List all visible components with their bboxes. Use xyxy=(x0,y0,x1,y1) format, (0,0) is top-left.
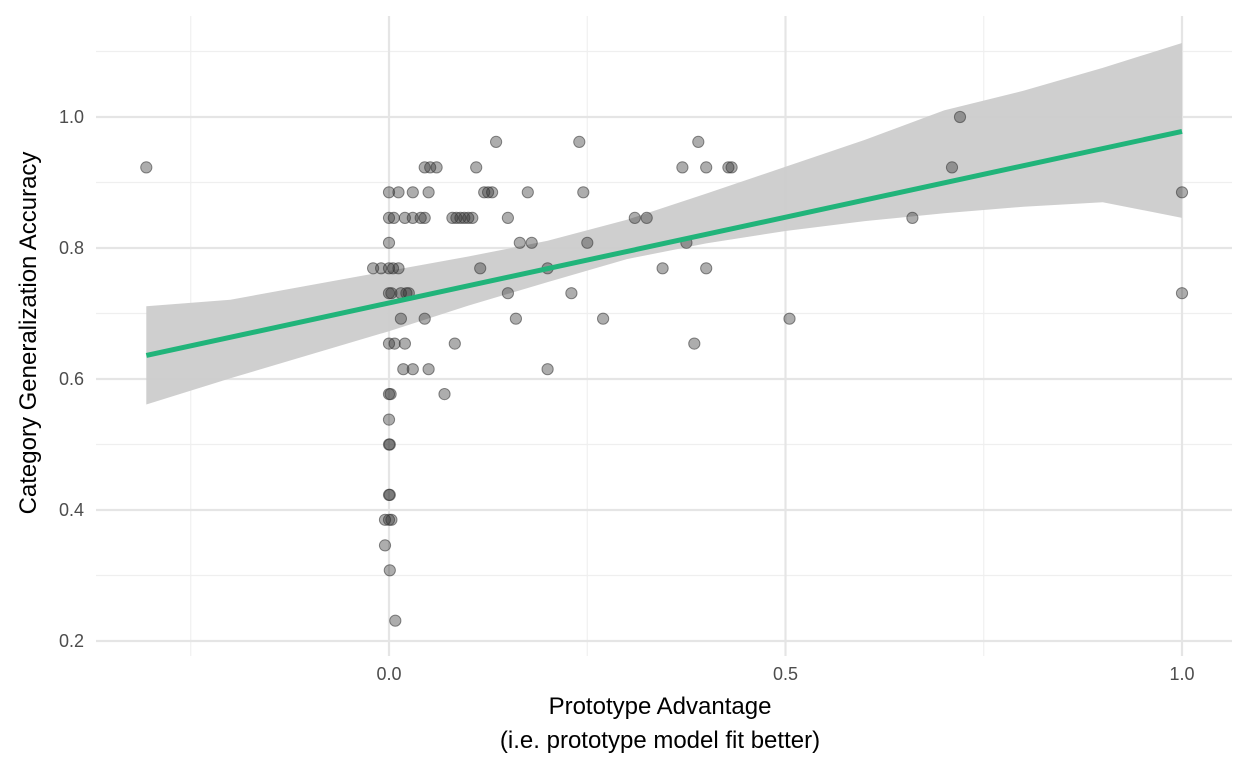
data-point xyxy=(628,211,641,224)
data-point xyxy=(462,211,475,224)
data-point xyxy=(490,135,503,148)
x-axis-title: Prototype Advantage xyxy=(549,693,772,720)
data-point xyxy=(430,161,443,174)
data-point xyxy=(906,211,919,224)
data-point xyxy=(466,211,479,224)
y-tick-label: 0.8 xyxy=(59,238,84,258)
data-point xyxy=(414,211,427,224)
data-point xyxy=(509,312,523,325)
data-point xyxy=(394,312,407,325)
data-point xyxy=(573,135,586,148)
data-point xyxy=(406,186,419,199)
x-tick-label: 0.5 xyxy=(773,664,798,684)
x-tick-label: 1.0 xyxy=(1169,664,1194,684)
y-tick-label: 0.6 xyxy=(59,369,84,389)
data-points xyxy=(140,110,1189,627)
data-point xyxy=(392,262,405,275)
data-point xyxy=(783,312,796,325)
data-point xyxy=(387,211,400,224)
y-axis-title: Category Generalization Accuracy xyxy=(15,152,42,515)
data-point xyxy=(700,262,713,275)
x-tick-labels: 0.0 0.5 1.0 xyxy=(376,664,1194,684)
data-point xyxy=(1175,186,1189,199)
data-point xyxy=(382,236,396,249)
data-point xyxy=(656,262,669,275)
data-point xyxy=(521,186,534,199)
data-point xyxy=(725,161,738,174)
data-point xyxy=(383,488,396,501)
data-point xyxy=(438,388,451,401)
data-point xyxy=(470,161,483,174)
data-point xyxy=(597,312,610,325)
data-point xyxy=(382,413,396,426)
data-point xyxy=(676,161,689,174)
data-point xyxy=(722,161,735,174)
x-tick-label: 0.0 xyxy=(376,664,401,684)
data-point xyxy=(383,438,396,451)
data-point xyxy=(700,161,713,174)
data-point xyxy=(382,186,396,199)
data-point xyxy=(388,337,401,350)
data-point xyxy=(474,262,487,275)
data-point xyxy=(378,513,392,526)
data-point xyxy=(501,211,514,224)
data-point xyxy=(525,236,538,249)
y-tick-label: 0.2 xyxy=(59,631,84,651)
y-tick-labels: 0.2 0.4 0.6 0.8 1.0 xyxy=(59,107,84,651)
data-point xyxy=(383,564,396,577)
data-point xyxy=(945,161,959,174)
data-point xyxy=(385,513,398,526)
data-point xyxy=(448,337,461,350)
data-point xyxy=(640,211,653,224)
x-axis-subtitle: (i.e. prototype model fit better) xyxy=(500,727,820,754)
data-point xyxy=(389,614,402,627)
data-point xyxy=(692,135,705,148)
data-point xyxy=(422,186,435,199)
data-point xyxy=(397,363,410,376)
data-point xyxy=(953,110,967,124)
data-point xyxy=(422,363,435,376)
data-point xyxy=(392,186,405,199)
data-point xyxy=(418,211,431,224)
fit-line xyxy=(145,128,1183,358)
data-point xyxy=(424,161,437,174)
data-point xyxy=(382,211,396,224)
data-point xyxy=(418,312,431,325)
y-tick-label: 0.4 xyxy=(59,500,84,520)
data-point xyxy=(486,186,499,199)
y-tick-label: 1.0 xyxy=(59,107,84,127)
data-point xyxy=(406,363,419,376)
data-point xyxy=(378,539,392,552)
data-point xyxy=(577,186,590,199)
data-point xyxy=(398,337,411,350)
data-point xyxy=(384,388,397,401)
data-point xyxy=(140,161,153,174)
data-point xyxy=(541,363,554,376)
data-point xyxy=(501,287,514,300)
data-point xyxy=(385,287,398,300)
data-point xyxy=(382,262,396,275)
data-point xyxy=(1175,287,1189,300)
data-point xyxy=(482,186,495,199)
data-point xyxy=(688,337,701,350)
confidence-band xyxy=(146,43,1182,405)
data-point xyxy=(513,236,526,249)
data-point xyxy=(565,287,578,300)
data-point xyxy=(581,236,594,249)
